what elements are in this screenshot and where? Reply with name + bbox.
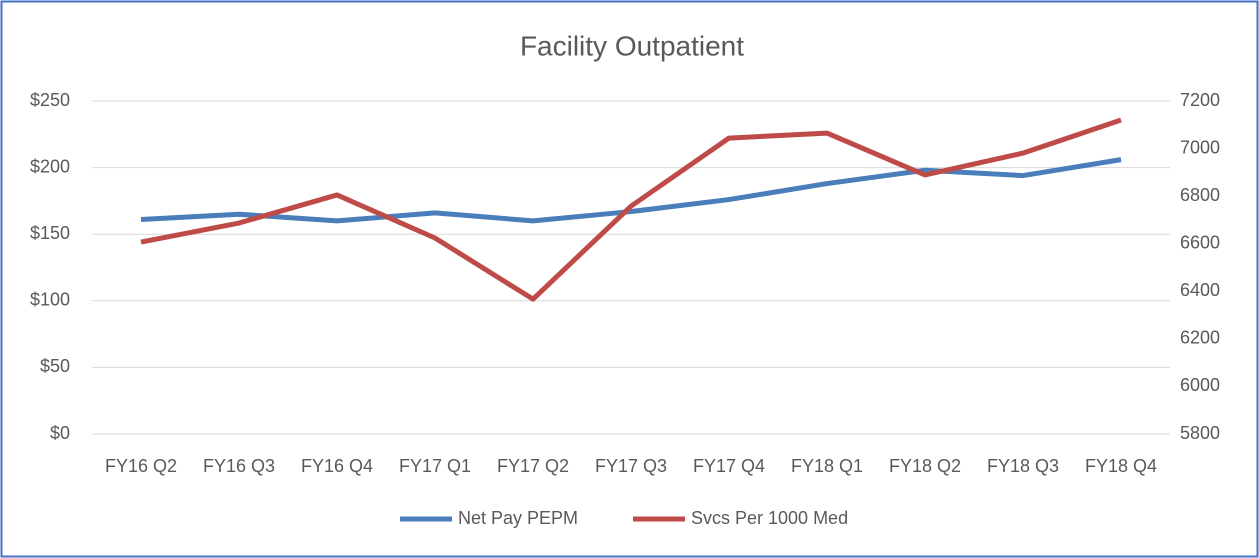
- y2-tick-label: 6400: [1180, 280, 1220, 300]
- chart-title: Facility Outpatient: [520, 30, 744, 61]
- x-tick-label: FY18 Q1: [791, 456, 863, 476]
- series-line: [140, 157, 1122, 224]
- y-tick-label: $50: [40, 356, 70, 376]
- legend-label: Net Pay PEPM: [458, 508, 578, 528]
- x-tick-label: FY18 Q2: [889, 456, 961, 476]
- y-tick-label: $200: [30, 156, 70, 176]
- y2-tick-label: 6000: [1180, 375, 1220, 395]
- x-tick-label: FY16 Q2: [105, 456, 177, 476]
- x-tick-label: FY17 Q4: [693, 456, 765, 476]
- y2-tick-label: 7200: [1180, 90, 1220, 110]
- y2-tick-label: 6800: [1180, 185, 1220, 205]
- y-tick-label: $0: [50, 423, 70, 443]
- x-tick-label: FY17 Q3: [595, 456, 667, 476]
- x-tick-label: FY18 Q3: [987, 456, 1059, 476]
- y2-tick-label: 6600: [1180, 232, 1220, 252]
- y-tick-label: $150: [30, 223, 70, 243]
- series-line: [140, 117, 1122, 302]
- y2-tick-label: 7000: [1180, 137, 1220, 157]
- x-tick-label: FY16 Q4: [301, 456, 373, 476]
- x-tick-label: FY16 Q3: [203, 456, 275, 476]
- legend-label: Svcs Per 1000 Med: [691, 508, 848, 528]
- y-tick-label: $250: [30, 90, 70, 110]
- x-tick-label: FY17 Q1: [399, 456, 471, 476]
- x-tick-label: FY18 Q4: [1085, 456, 1157, 476]
- y2-tick-label: 6200: [1180, 328, 1220, 348]
- y-tick-label: $100: [30, 290, 70, 310]
- y2-tick-label: 5800: [1180, 423, 1220, 443]
- x-tick-label: FY17 Q2: [497, 456, 569, 476]
